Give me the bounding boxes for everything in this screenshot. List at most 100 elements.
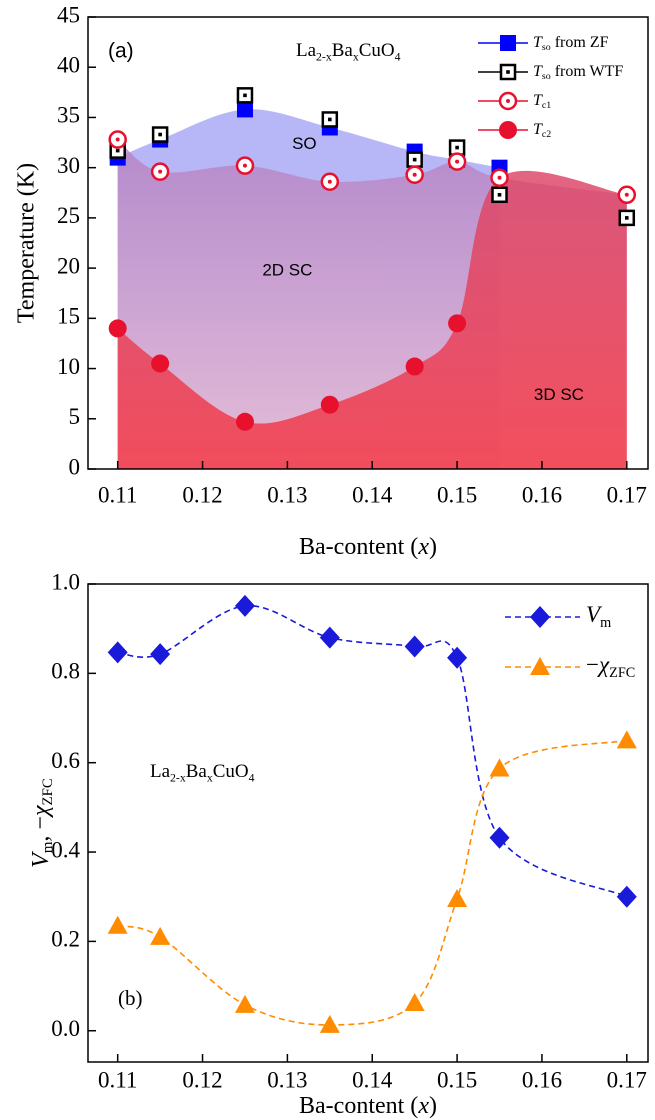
marker	[530, 606, 550, 628]
data-point	[151, 126, 169, 143]
data-point	[405, 357, 424, 376]
legend-label: Tc2	[533, 121, 551, 140]
marker	[150, 643, 171, 666]
data-point	[236, 101, 253, 118]
y-tick-label: 0.4	[51, 837, 80, 862]
marker	[616, 885, 637, 908]
text-run: m	[41, 841, 57, 853]
marker	[500, 35, 516, 51]
x-tick-label: 0.12	[182, 482, 222, 507]
x-tick-label: 0.17	[607, 482, 647, 507]
y-tick-label: 25	[57, 203, 80, 228]
marker	[107, 641, 128, 664]
marker	[489, 758, 510, 777]
data-point	[150, 162, 170, 181]
text-run: Ba	[332, 40, 354, 61]
region-label: 3D SC	[534, 385, 584, 404]
marker-dot	[455, 145, 459, 150]
x-tick-label: 0.14	[352, 1067, 393, 1092]
legend-label: Vm	[586, 602, 611, 631]
text-run: x	[417, 1093, 429, 1119]
compound-label: La2-xBaxCuO4	[150, 761, 255, 784]
text-run: x	[207, 771, 213, 784]
plot-frame	[87, 583, 649, 1063]
marker-dot	[624, 192, 629, 197]
x-axis-title: Ba-content (x)	[299, 1093, 437, 1119]
marker	[448, 314, 467, 333]
data-point	[319, 626, 340, 649]
marker-dot	[506, 70, 510, 74]
y-tick-label: 5	[69, 404, 81, 429]
x-tick-label: 0.13	[267, 482, 307, 507]
data-point	[151, 354, 170, 373]
text-run: so	[542, 42, 551, 53]
legend-label: Tso from ZF	[533, 34, 609, 53]
marker-dot	[115, 137, 120, 142]
y-tick-label: 1.0	[51, 569, 80, 594]
text-run: 2-x	[316, 50, 332, 63]
data-point	[107, 915, 128, 934]
text-run: so	[542, 71, 551, 82]
legend-marker	[500, 35, 516, 51]
marker-dot	[412, 157, 417, 162]
x-tick-label: 0.15	[437, 1067, 477, 1092]
marker	[616, 730, 637, 749]
text-run: m	[600, 615, 611, 631]
marker	[447, 888, 468, 907]
y-tick-label: 20	[57, 253, 80, 278]
y-tick-label: 0.6	[51, 748, 80, 773]
marker-dot	[327, 179, 332, 184]
marker	[151, 354, 170, 373]
marker	[447, 646, 468, 669]
data-point	[321, 111, 339, 128]
marker-dot	[158, 169, 163, 174]
legend-marker	[530, 606, 550, 628]
data-point	[448, 314, 467, 333]
text-run: CuO	[213, 761, 249, 782]
marker	[236, 101, 253, 118]
y-tick-label: 30	[57, 153, 80, 178]
marker-dot	[497, 192, 502, 197]
data-point	[234, 594, 255, 617]
marker	[404, 993, 425, 1012]
data-point	[617, 185, 637, 205]
data-point	[236, 87, 254, 104]
text-run: from ZF	[551, 34, 609, 51]
marker-dot	[158, 132, 162, 137]
data-point	[320, 172, 340, 191]
data-point	[234, 994, 255, 1013]
plot-area	[107, 594, 637, 1033]
marker-dot	[412, 172, 417, 177]
x-tick-label: 0.16	[522, 1067, 562, 1092]
marker	[107, 915, 128, 934]
data-point	[319, 1014, 340, 1033]
phase-region	[117, 170, 627, 469]
marker-dot	[497, 175, 502, 180]
marker	[320, 395, 339, 414]
data-point	[618, 209, 636, 227]
text-run: x	[353, 50, 359, 63]
text-run: CuO	[359, 40, 395, 61]
y-tick-label: 0.2	[51, 927, 80, 952]
x-tick-label: 0.12	[182, 1067, 222, 1092]
x-tick-label: 0.11	[98, 1067, 137, 1092]
data-point	[235, 156, 255, 175]
marker-dot	[455, 159, 460, 164]
marker	[235, 412, 254, 431]
text-run: )	[429, 534, 437, 560]
y-tick-label: 45	[57, 2, 80, 27]
text-run: Ba	[186, 761, 208, 782]
data-point	[447, 888, 468, 907]
data-point	[404, 993, 425, 1012]
plot-frame	[87, 16, 649, 470]
x-tick-label: 0.14	[352, 482, 393, 507]
marker	[489, 826, 510, 849]
text-run: 4	[249, 771, 255, 784]
x-tick-label: 0.11	[98, 482, 137, 507]
data-point	[406, 151, 423, 168]
text-run: V	[586, 602, 603, 627]
data-point	[616, 885, 637, 908]
trend-line	[117, 739, 627, 1026]
marker-dot	[243, 93, 247, 98]
